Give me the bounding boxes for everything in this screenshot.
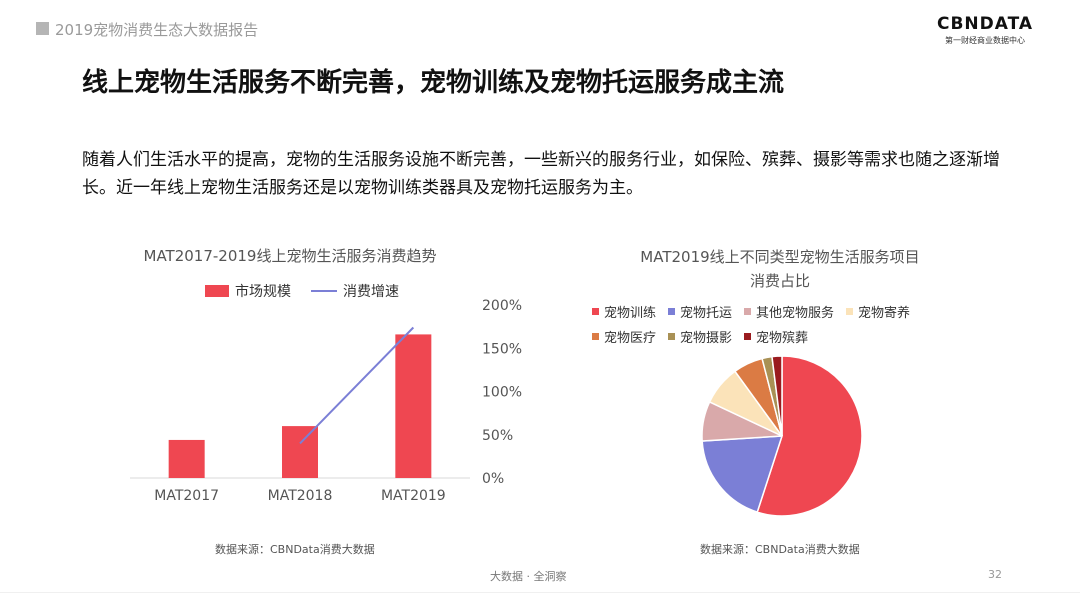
footer-text: 大数据 · 全洞察 xyxy=(490,570,567,583)
share-chart-title: MAT2019线上不同类型宠物生活服务项目 消费占比 xyxy=(600,245,960,293)
growth-line xyxy=(299,326,415,445)
pie-legend-label: 宠物托运 xyxy=(680,306,733,321)
logo-subtitle: 第一财经商业数据中心 xyxy=(945,36,1025,45)
pie-legend-swatch xyxy=(668,308,676,315)
pie-legend-label: 宠物寄养 xyxy=(858,306,911,321)
pie-legend-swatch xyxy=(846,308,854,315)
x-tick-label: MAT2017 xyxy=(154,488,219,504)
report-title: 2019宠物消费生态大数据报告 xyxy=(55,21,259,39)
logo-text: CBNDATA xyxy=(936,14,1034,34)
pie-legend-swatch xyxy=(744,333,752,340)
trend-chart-title: MAT2017-2019线上宠物生活服务消费趋势 xyxy=(143,247,437,265)
trend-chart-source: 数据来源：CBNData消费大数据 xyxy=(215,543,375,556)
cbndata-logo: CBNDATA 第一财经商业数据中心 xyxy=(930,14,1040,46)
intro-paragraph: 随着人们生活水平的提高，宠物的生活服务设施不断完善，一些新兴的服务行业，如保险、… xyxy=(82,150,1000,198)
pie-legend-item: 宠物摄影 xyxy=(668,327,732,346)
y2-tick-label: 100% xyxy=(482,385,522,401)
pie-legend-swatch xyxy=(744,308,752,315)
pie-legend-item: 宠物医疗 xyxy=(592,327,656,346)
pie-legend-swatch xyxy=(592,308,599,315)
y2-tick-label: 150% xyxy=(482,341,522,357)
footer-divider xyxy=(0,592,1080,593)
pie-legend-swatch xyxy=(592,333,599,340)
page-headline: 线上宠物生活服务不断完善，宠物训练及宠物托运服务成主流 xyxy=(82,68,785,98)
pie-legend-label: 宠物殡葬 xyxy=(756,331,809,346)
share-chart-title-line1: MAT2019线上不同类型宠物生活服务项目 xyxy=(640,248,920,266)
pie-legend-swatch xyxy=(668,333,676,340)
y2-tick-label: 200% xyxy=(482,298,522,314)
legend-line-swatch xyxy=(311,290,337,292)
pie-slice-宠物托运 xyxy=(701,435,784,514)
share-chart-title-line2: 消费占比 xyxy=(749,272,810,290)
trend-chart-legend: 市场规模 消费增速 xyxy=(205,281,399,301)
pie-legend-label: 宠物医疗 xyxy=(604,331,657,346)
pie-legend-item: 宠物寄养 xyxy=(846,302,910,321)
pie-slice-宠物训练 xyxy=(756,355,863,517)
legend-bar-swatch xyxy=(205,285,229,297)
pie-legend-item: 其他宠物服务 xyxy=(744,302,834,321)
share-chart-source: 数据来源：CBNData消费大数据 xyxy=(700,543,860,556)
pie-legend-item: 宠物殡葬 xyxy=(744,327,808,346)
pie-legend-item: 宠物托运 xyxy=(668,302,732,321)
bar-MAT2019 xyxy=(395,334,432,478)
pie-legend-item: 宠物训练 xyxy=(592,302,656,321)
bar-MAT2018 xyxy=(282,426,318,478)
pie-legend-label: 其他宠物服务 xyxy=(756,306,835,321)
y2-tick-label: 50% xyxy=(482,428,513,444)
page-number: 32 xyxy=(988,568,1002,581)
pie-legend-label: 宠物训练 xyxy=(604,306,657,321)
y2-tick-label: 0% xyxy=(482,471,504,487)
share-chart-legend: 宠物训练 宠物托运 其他宠物服务 宠物寄养宠物医疗 宠物摄影 宠物殡葬 xyxy=(592,302,972,352)
x-tick-label: MAT2019 xyxy=(381,488,446,504)
x-tick-label: MAT2018 xyxy=(268,488,333,504)
pie-legend-label: 宠物摄影 xyxy=(680,331,733,346)
pie-slice-宠物殡葬 xyxy=(771,355,783,437)
legend-line-label: 消费增速 xyxy=(343,284,399,300)
legend-bar-label: 市场规模 xyxy=(235,284,291,300)
header-square-icon xyxy=(36,22,49,35)
bar-MAT2017 xyxy=(168,439,205,478)
